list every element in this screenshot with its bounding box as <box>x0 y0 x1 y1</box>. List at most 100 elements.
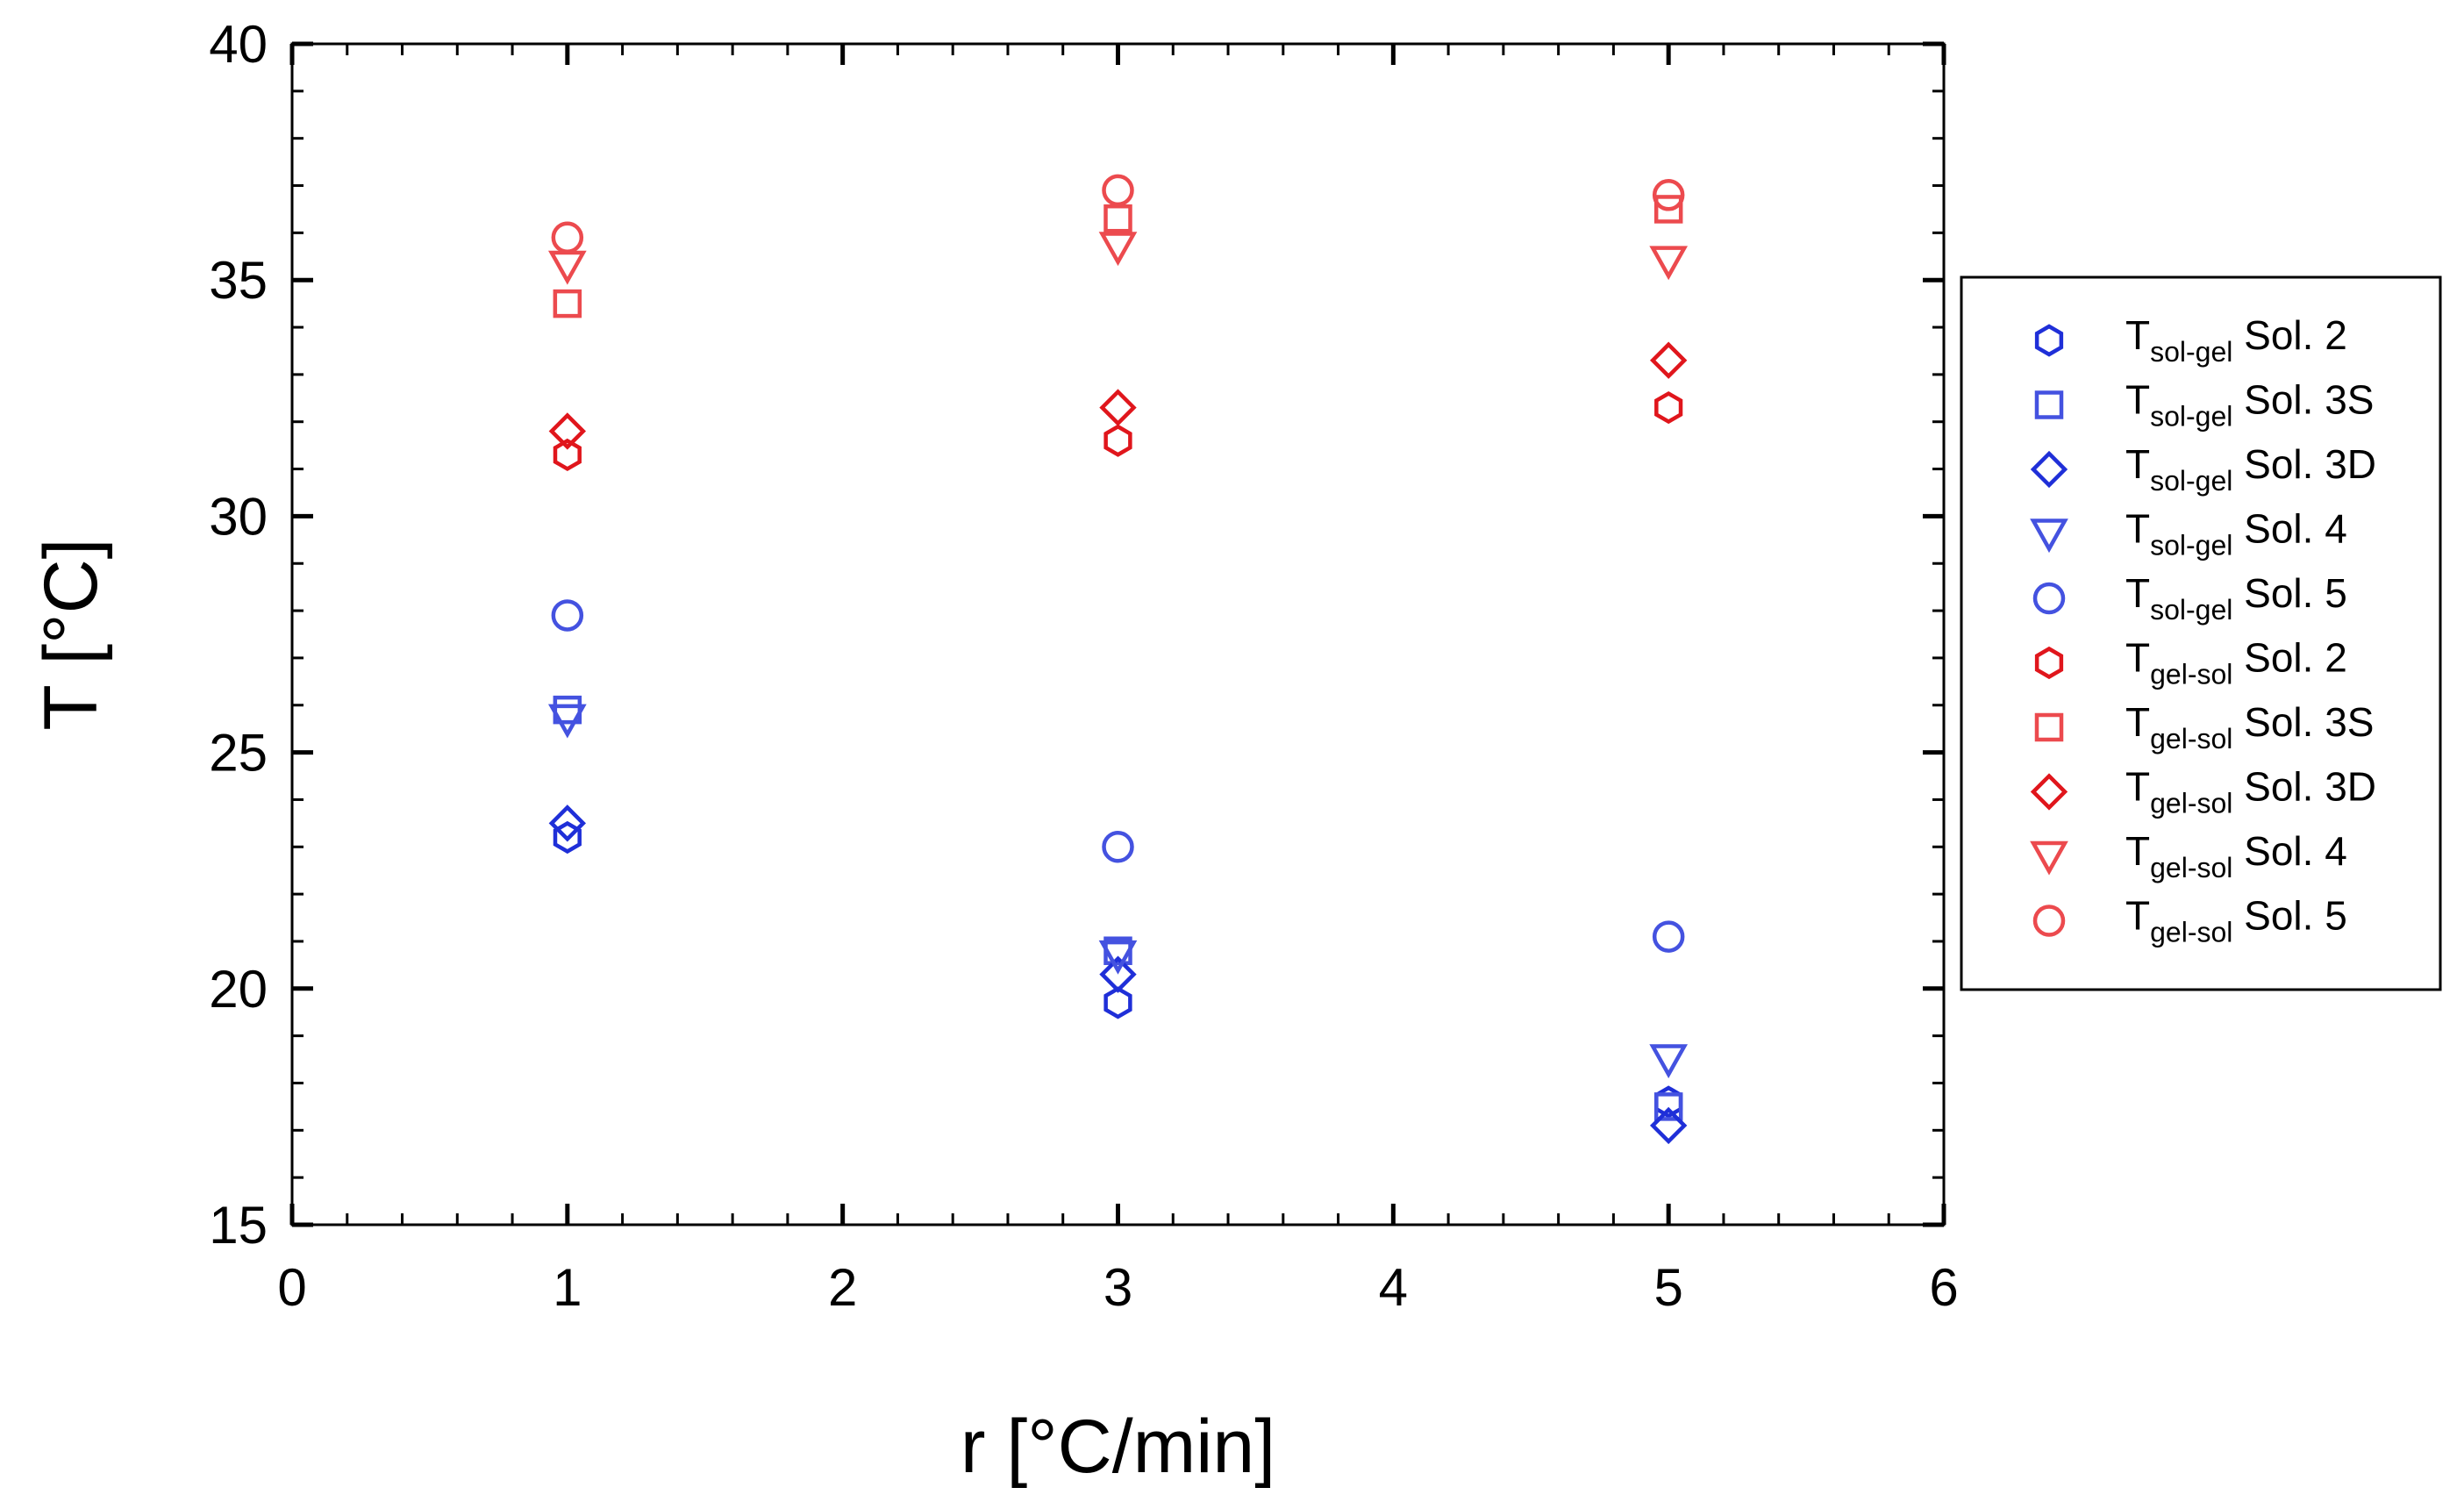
series-3 <box>547 704 1689 1079</box>
legend-label-subscript: gel-sol <box>2150 723 2232 754</box>
axis-tick-labels: 0 1 2 3 4 5 6 15 20 25 30 35 40 <box>209 15 1958 1317</box>
legend-label-subscript: sol-gel <box>2150 465 2232 497</box>
x-tick-label: 0 <box>277 1258 306 1317</box>
legend-label-suffix: Sol. 3S <box>2232 377 2374 423</box>
legend-label: Tsol-gel Sol. 4 <box>2125 506 2347 561</box>
data-point <box>548 412 587 450</box>
legend-label-suffix: Sol. 3D <box>2232 764 2376 810</box>
legend-label-prefix: T <box>2125 506 2150 552</box>
legend-label: Tsol-gel Sol. 2 <box>2125 312 2347 368</box>
x-tick-label: 3 <box>1103 1258 1132 1317</box>
legend-item: Tgel-sol Sol. 5 <box>2032 893 2347 948</box>
data-point <box>1652 920 1685 953</box>
legend-label: Tsol-gel Sol. 3D <box>2125 441 2376 497</box>
data-point <box>548 805 587 842</box>
legend-marker <box>2030 450 2068 489</box>
legend-label: Tsol-gel Sol. 3S <box>2125 377 2374 433</box>
legend-marker <box>2034 324 2064 357</box>
legend-marker <box>2030 518 2068 554</box>
legend-label-suffix: Sol. 2 <box>2232 635 2346 681</box>
data-point <box>1652 179 1685 211</box>
series-9 <box>551 174 1685 254</box>
legend-label: Tgel-sol Sol. 3D <box>2125 764 2376 819</box>
y-tick-label: 25 <box>209 724 268 783</box>
data-point <box>1649 246 1689 281</box>
legend-item: Tsol-gel Sol. 2 <box>2034 312 2347 368</box>
data-point <box>1099 389 1137 426</box>
legend-label-prefix: T <box>2125 828 2150 874</box>
data-point <box>1102 174 1134 207</box>
legend-item: Tsol-gel Sol. 5 <box>2032 570 2347 626</box>
legend-label-prefix: T <box>2125 764 2150 810</box>
y-tick-label: 35 <box>209 251 268 310</box>
data-point <box>1649 1044 1689 1079</box>
data-point <box>551 599 584 632</box>
legend-label-subscript: sol-gel <box>2150 530 2232 561</box>
legend-label-prefix: T <box>2125 377 2150 423</box>
data-point <box>1103 986 1132 1019</box>
series-4 <box>551 599 1685 953</box>
data-point <box>1099 955 1137 993</box>
legend-label-suffix: Sol. 4 <box>2232 828 2346 874</box>
legend-label-subscript: gel-sol <box>2150 788 2232 819</box>
legend-marker <box>2034 390 2064 419</box>
legend-label: Tgel-sol Sol. 4 <box>2125 828 2347 883</box>
legend-marker <box>2032 582 2066 615</box>
legend-marker <box>2030 840 2068 876</box>
x-axis-title: r [°C/min] <box>961 1405 1275 1489</box>
legend-item: Tsol-gel Sol. 3D <box>2030 441 2376 497</box>
legend-label-suffix: Sol. 5 <box>2232 570 2346 616</box>
data-point <box>1653 195 1683 224</box>
legend-label: Tsol-gel Sol. 5 <box>2125 570 2347 626</box>
legend-label: Tgel-sol Sol. 2 <box>2125 635 2347 690</box>
legend-item: Tgel-sol Sol. 2 <box>2034 635 2347 690</box>
y-tick-label: 15 <box>209 1196 268 1255</box>
legend-marker <box>2034 712 2064 742</box>
data-point <box>547 704 587 739</box>
axis-ticks <box>289 41 1946 1227</box>
legend-item: Tgel-sol Sol. 3D <box>2030 764 2376 819</box>
x-tick-label: 4 <box>1379 1258 1408 1317</box>
legend-label-suffix: Sol. 5 <box>2232 893 2346 939</box>
y-tick-label: 30 <box>209 487 268 546</box>
data-point <box>553 438 582 472</box>
x-tick-label: 2 <box>828 1258 857 1317</box>
legend-label-suffix: Sol. 2 <box>2232 312 2346 358</box>
data-point <box>1654 390 1683 425</box>
legend-label-prefix: T <box>2125 893 2150 939</box>
data-point <box>1649 1106 1688 1145</box>
series-6 <box>553 195 1683 318</box>
series-7 <box>548 341 1688 450</box>
data-point <box>553 820 582 855</box>
data-point <box>1653 1092 1683 1121</box>
legend-label-prefix: T <box>2125 699 2150 745</box>
legend-label-prefix: T <box>2125 570 2150 616</box>
legend-label-prefix: T <box>2125 441 2150 487</box>
data-point <box>1649 341 1688 379</box>
legend-marker <box>2034 646 2064 680</box>
legend-label: Tgel-sol Sol. 3S <box>2125 699 2374 754</box>
legend-label-prefix: T <box>2125 312 2150 358</box>
legend-label: Tgel-sol Sol. 5 <box>2125 893 2347 948</box>
legend-item: Tsol-gel Sol. 3S <box>2034 377 2374 433</box>
legend-label-subscript: gel-sol <box>2150 852 2232 883</box>
legend-item: Tgel-sol Sol. 4 <box>2030 828 2347 883</box>
legend-item: Tsol-gel Sol. 4 <box>2030 506 2347 561</box>
data-point <box>1098 232 1138 267</box>
legend-marker <box>2032 905 2066 937</box>
y-tick-label: 40 <box>209 15 268 74</box>
series-5 <box>553 390 1683 472</box>
data-point <box>1102 831 1134 863</box>
legend-label-suffix: Sol. 3D <box>2232 441 2376 487</box>
legend-label-suffix: Sol. 3S <box>2232 699 2374 745</box>
data-point <box>1103 424 1132 457</box>
legend-label-subscript: gel-sol <box>2150 917 2232 948</box>
x-tick-label: 5 <box>1653 1258 1682 1317</box>
data-points <box>547 174 1689 1145</box>
legend-label-prefix: T <box>2125 635 2150 681</box>
series-2 <box>548 805 1688 1145</box>
legend-marker <box>2030 773 2068 811</box>
data-point <box>553 289 582 318</box>
